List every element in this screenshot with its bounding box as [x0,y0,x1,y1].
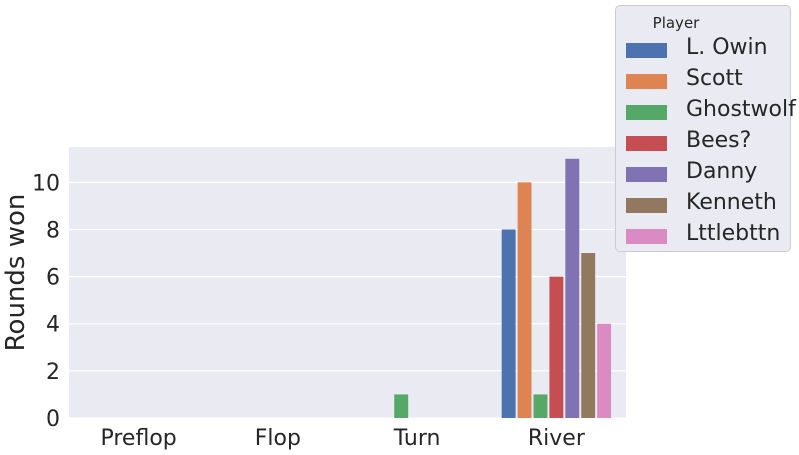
bar [581,253,596,418]
legend-swatch [626,229,667,244]
legend-title: Player [652,14,700,32]
bar [565,158,580,419]
legend-item: Kenneth [626,190,796,219]
bar [597,323,612,418]
bar [517,182,532,418]
legend: Player L. Owin Scott Ghostwolf Bees? Danny Ke… [615,5,796,252]
y-tick-label: 4 [46,313,60,338]
bar [501,229,516,418]
x-axis-ticks: Preflop Flop Turn River [100,426,585,451]
gridlines [69,181,626,419]
y-tick-label: 8 [46,218,60,243]
legend-swatch [626,105,667,120]
legend-item: L. Owin [626,35,796,64]
legend-label: Lttlebttn [686,221,781,246]
x-tick-label: River [528,426,586,451]
y-axis-ticks: 0 2 4 6 8 10 [32,171,60,432]
legend-swatch [626,43,667,58]
legend-swatch [626,167,667,182]
y-axis-label: Rounds won [1,194,31,352]
legend-item: Scott [626,66,796,95]
bars [394,158,612,419]
legend-label: Danny [686,159,758,184]
legend-label: Bees? [686,128,752,153]
legend-label: Ghostwolf [686,97,796,122]
legend-swatch [626,198,667,213]
bar [394,394,409,418]
bar [533,394,548,418]
y-tick-label: 10 [32,171,60,196]
legend-label: Scott [686,66,743,91]
bar [549,276,564,418]
y-tick-label: 6 [46,266,60,291]
y-tick-label: 0 [46,407,60,432]
x-tick-label: Turn [393,426,441,451]
plot-area [69,147,626,418]
legend-item: Danny [626,159,796,188]
legend-swatch [626,136,667,151]
y-tick-label: 2 [46,360,60,385]
x-tick-label: Preflop [100,426,176,451]
legend-item: Lttlebttn [626,221,796,250]
legend-label: L. Owin [686,35,768,60]
x-tick-label: Flop [255,426,301,451]
legend-swatch [626,74,667,89]
legend-item: Bees? [626,128,796,157]
legend-item: Ghostwolf [626,97,796,126]
legend-label: Kenneth [686,190,777,215]
